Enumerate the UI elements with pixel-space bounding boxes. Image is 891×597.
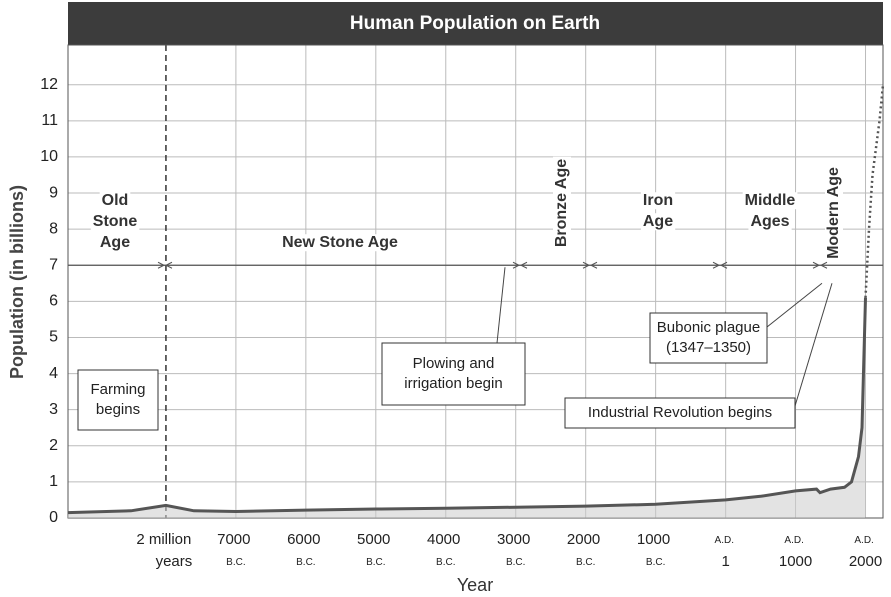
era-label-bg [97, 234, 133, 252]
x-tick-label: 1000 B.C. [637, 531, 675, 568]
annotation-box [649, 312, 768, 364]
y-tick-label: 10 [40, 148, 58, 165]
annotation-text: Plowing and [413, 355, 495, 372]
era-label-bg [640, 213, 676, 231]
y-tick-label: 1 [49, 473, 58, 490]
x-tick-label: 7000 B.C. [217, 531, 255, 568]
y-tick-label: 5 [49, 329, 58, 346]
callout-line [496, 267, 506, 344]
era-label: Age [100, 234, 130, 251]
era-label-bg [748, 213, 792, 231]
era-label-bg [553, 156, 571, 250]
annotation-box [77, 369, 159, 431]
era-label: Old [102, 192, 129, 209]
x-tick-label: A.D. 1 [715, 535, 737, 570]
x-tick-label: 2 million years [136, 531, 195, 570]
era-label-bg [280, 234, 401, 252]
plot-frame [67, 44, 884, 519]
annotation-text: irrigation begin [404, 375, 502, 392]
y-axis-label: Population (in billions) [7, 185, 27, 379]
y-tick-label: 2 [49, 437, 58, 454]
y-tick-label: 8 [49, 220, 58, 237]
era-arrow [512, 261, 528, 269]
era-arrow [157, 261, 173, 269]
x-tick-label: 2000 B.C. [567, 531, 605, 568]
y-tick-label: 4 [49, 365, 58, 382]
annotation-text: Bubonic plague [657, 319, 760, 336]
x-tick-label: 5000 B.C. [357, 531, 395, 568]
x-tick-label: 4000 B.C. [427, 531, 465, 568]
era-label: Bronze Age [553, 159, 570, 247]
y-tick-label: 6 [49, 293, 58, 310]
callout-line [794, 283, 833, 407]
era-arrow [582, 261, 598, 269]
chart-title: Human Population on Earth [350, 13, 600, 34]
line [864, 84, 885, 298]
y-tick-label: 0 [49, 509, 58, 526]
era-label-bg [825, 165, 843, 261]
y-tick-label: 12 [40, 76, 58, 93]
annotation-text: Farming [90, 381, 145, 398]
area [68, 297, 866, 518]
y-tick-label: 3 [49, 401, 58, 418]
callout-line [766, 282, 823, 328]
era-label: Modern Age [825, 167, 842, 259]
x-axis-label: Year [457, 575, 493, 595]
annotation-box [381, 342, 526, 406]
era-label: Stone [93, 213, 138, 230]
era-label-bg [742, 192, 798, 210]
annotation-text: (1347–1350) [666, 339, 751, 356]
y-tick-label: 11 [41, 112, 58, 129]
annotation-box [564, 397, 796, 429]
x-tick-label: A.D. 2000 [849, 535, 882, 570]
era-label: Iron [643, 192, 673, 209]
title-bar [68, 2, 883, 45]
era-arrow [712, 261, 728, 269]
era-label-bg [90, 213, 140, 231]
era-arrow [812, 261, 828, 269]
y-tick-label: 7 [49, 256, 58, 273]
era-label: New Stone Age [282, 234, 398, 251]
line [67, 297, 867, 515]
era-label: Middle [745, 192, 796, 209]
annotation-text: begins [96, 401, 140, 418]
x-tick-label: 3000 B.C. [497, 531, 535, 568]
era-label-bg [99, 192, 131, 210]
era-label: Ages [750, 213, 789, 230]
x-tick-label: 6000 B.C. [287, 531, 325, 568]
x-tick-label: A.D. 1000 [779, 535, 812, 570]
annotation-text: Industrial Revolution begins [588, 404, 772, 421]
y-tick-label: 9 [49, 184, 58, 201]
era-label: Age [643, 213, 673, 230]
era-label-bg [640, 192, 676, 210]
